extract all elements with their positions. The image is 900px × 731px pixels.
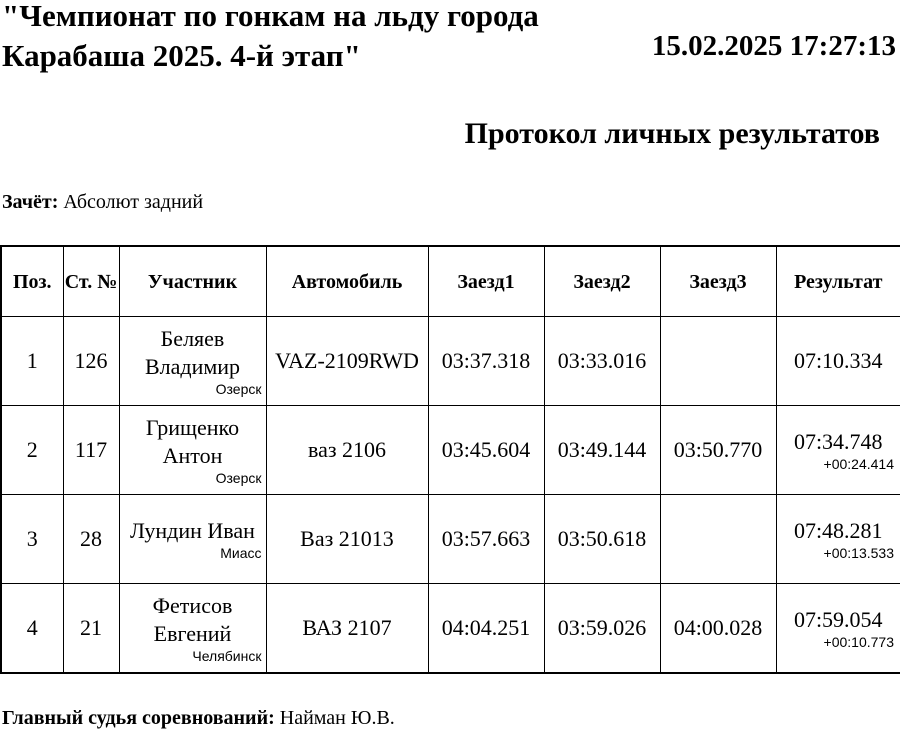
position-cell: 2 (0, 405, 64, 495)
col-participant: Участник (118, 245, 267, 317)
result-time: 07:10.334 (793, 348, 883, 373)
result-cell: 07:10.334 (775, 316, 900, 406)
col-position: Поз. (0, 245, 64, 317)
scoring-value: Абсолют задний (63, 191, 204, 213)
col-result: Результат (775, 245, 900, 317)
participant-city: Озерск (215, 470, 262, 486)
result-gap: +00:10.773 (823, 634, 894, 650)
result-cell: 07:34.748 +00:24.414 (775, 405, 900, 495)
chief-judge-name: Найман Ю.В. (279, 707, 395, 729)
car-cell: ваз 2106 (265, 405, 429, 495)
result-cell: 07:48.281 +00:13.533 (775, 494, 900, 584)
table-header-row: Поз. Ст. № Участник Автомобиль Заезд1 За… (0, 245, 900, 317)
run3-cell: 03:50.770 (659, 405, 777, 495)
chief-judge-label: Главный судья соревнований: (2, 707, 275, 729)
run2-cell: 03:50.618 (543, 494, 661, 584)
result-gap: +00:24.414 (823, 456, 894, 472)
col-run2: Заезд2 (543, 245, 661, 317)
page-title: Протокол личных результатов (464, 117, 880, 150)
start-number-cell: 117 (62, 405, 120, 495)
run2-cell: 03:59.026 (543, 583, 661, 674)
position-cell: 3 (0, 494, 64, 584)
start-number-cell: 21 (62, 583, 120, 674)
run3-cell: 04:00.028 (659, 583, 777, 674)
event-title: "Чемпионат по гонкам на льду города Кара… (2, 0, 539, 73)
run1-cell: 04:04.251 (427, 583, 545, 674)
start-number-cell: 28 (62, 494, 120, 584)
participant-city: Миасс (220, 545, 262, 561)
run1-cell: 03:45.604 (427, 405, 545, 495)
result-cell: 07:59.054 +00:10.773 (775, 583, 900, 674)
table-row: 1 126 Беляев Владимир Озерск VAZ-2109RWD 03:3… (0, 316, 900, 406)
car-cell: VAZ-2109RWD (265, 316, 429, 406)
participant-cell: Беляев Владимир Озерск (118, 316, 267, 406)
result-time: 07:48.281 (793, 518, 883, 543)
participant-cell: Фетисов Евгений Челябинск (118, 583, 267, 674)
col-run1: Заезд1 (427, 245, 545, 317)
participant-cell: Грищенко Антон Озерск (118, 405, 267, 495)
participant-city: Озерск (215, 381, 262, 397)
chief-judge: Главный судья соревнований: Найман Ю.В. (2, 705, 395, 731)
col-car: Автомобиль (265, 245, 429, 317)
car-cell: ВАЗ 2107 (265, 583, 429, 674)
participant-name: Фетисов Евгений (152, 593, 233, 646)
participant-city: Челябинск (192, 648, 262, 664)
participant-cell: Лундин Иван Миасс (118, 494, 267, 584)
protocol-datetime: 15.02.2025 17:27:13 (651, 30, 896, 62)
run2-cell: 03:33.016 (543, 316, 661, 406)
participant-name: Лундин Иван (130, 518, 255, 543)
start-number-cell: 126 (62, 316, 120, 406)
position-cell: 1 (0, 316, 64, 406)
run3-cell (659, 316, 777, 406)
result-time: 07:34.748 (793, 429, 883, 454)
scoring-label: Зачёт: (2, 191, 59, 213)
run3-cell (659, 494, 777, 584)
col-start-number: Ст. № (62, 245, 120, 317)
run1-cell: 03:37.318 (427, 316, 545, 406)
table-row: 3 28 Лундин Иван Миасс Ваз 21013 03:57.663 03:… (0, 494, 900, 584)
results-table: Поз. Ст. № Участник Автомобиль Заезд1 За… (0, 245, 900, 674)
scoring-category: Зачёт: Абсолют задний (2, 189, 203, 215)
table-row: 2 117 Грищенко Антон Озерск ваз 2106 03:45.60… (0, 405, 900, 495)
run1-cell: 03:57.663 (427, 494, 545, 584)
run2-cell: 03:49.144 (543, 405, 661, 495)
participant-name: Беляев Владимир (144, 326, 241, 379)
car-cell: Ваз 21013 (265, 494, 429, 584)
col-run3: Заезд3 (659, 245, 777, 317)
position-cell: 4 (0, 583, 64, 674)
table-row: 4 21 Фетисов Евгений Челябинск ВАЗ 2107 04:04… (0, 583, 900, 674)
participant-name: Грищенко Антон (145, 415, 240, 468)
result-time: 07:59.054 (793, 607, 883, 632)
result-gap: +00:13.533 (823, 545, 894, 561)
